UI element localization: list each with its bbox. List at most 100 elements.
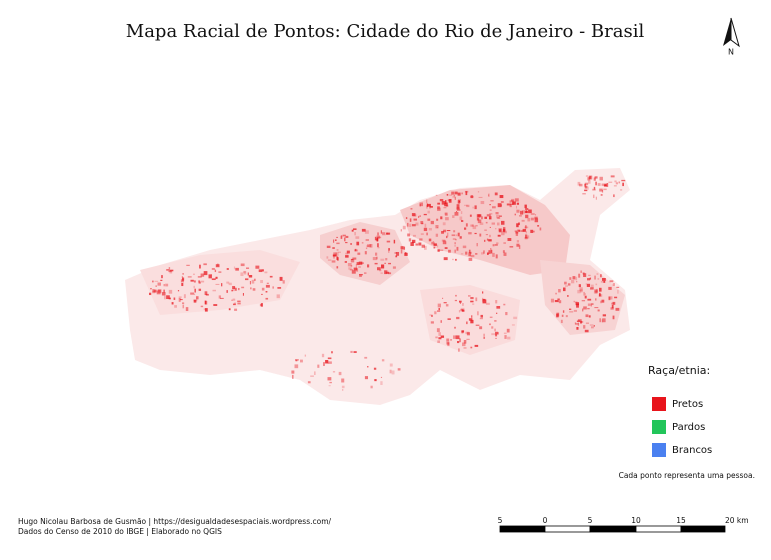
map-dot xyxy=(350,259,355,263)
map-dot xyxy=(516,240,520,243)
map-dot xyxy=(506,328,510,333)
legend: Raça/etnia: Pretos Pardos Brancos xyxy=(648,364,712,457)
map-dot xyxy=(386,232,390,235)
map-dot xyxy=(575,323,579,325)
map-dot xyxy=(439,199,444,202)
map-dot xyxy=(332,247,335,249)
map-dot xyxy=(447,318,451,320)
map-dot xyxy=(524,210,529,214)
map-dot xyxy=(243,271,247,275)
map-dot xyxy=(446,341,450,345)
map-dot xyxy=(599,176,603,181)
map-dot xyxy=(588,175,592,179)
map-dot xyxy=(455,258,457,261)
map-dot xyxy=(178,297,181,302)
map-dot xyxy=(155,285,158,287)
map-dot xyxy=(478,196,483,199)
map-dot xyxy=(237,300,241,302)
map-dot xyxy=(266,282,269,284)
map-dot xyxy=(208,274,212,279)
map-dot xyxy=(503,332,507,335)
map-dot xyxy=(597,309,600,312)
map-dot xyxy=(514,230,518,232)
map-dot xyxy=(444,202,448,207)
map-dot xyxy=(489,215,492,220)
map-dot xyxy=(337,257,339,261)
map-dot xyxy=(584,293,586,296)
map-dot xyxy=(437,303,442,308)
map-dot xyxy=(618,181,621,184)
map-dot xyxy=(429,205,431,210)
map-dot xyxy=(613,185,617,187)
map-dot xyxy=(365,247,368,250)
map-dot xyxy=(427,210,430,214)
map-dot xyxy=(247,272,249,276)
map-dot xyxy=(342,389,344,391)
map-dot xyxy=(466,332,470,336)
map-dot xyxy=(456,316,460,320)
map-dot xyxy=(351,229,354,232)
map-dot xyxy=(477,219,482,224)
map-dot xyxy=(537,225,540,227)
map-dot xyxy=(480,201,485,205)
map-dot xyxy=(470,297,474,300)
map-dot xyxy=(180,279,184,283)
map-dot xyxy=(433,243,437,246)
map-dot xyxy=(259,303,262,307)
map-dot xyxy=(530,229,534,233)
map-dot xyxy=(409,218,412,222)
map-dot xyxy=(388,262,392,265)
legend-label: Brancos xyxy=(672,445,712,456)
map-dot xyxy=(344,261,347,263)
map-dot xyxy=(580,321,582,324)
map-dot xyxy=(596,273,599,275)
map-dot xyxy=(611,302,615,305)
map-dot xyxy=(512,201,516,205)
map-dot xyxy=(437,207,441,211)
map-dot xyxy=(583,273,587,277)
map-dot xyxy=(443,257,448,261)
map-dot xyxy=(181,283,184,287)
map-dot xyxy=(420,221,424,224)
map-dot xyxy=(609,280,614,283)
map-dot xyxy=(326,245,331,249)
map-dot xyxy=(492,244,495,247)
map-dot xyxy=(380,230,382,234)
map-dot xyxy=(494,192,498,196)
map-dot xyxy=(329,381,332,384)
map-dot xyxy=(443,229,447,233)
scale-bar: 5 0 5 10 15 20 km xyxy=(498,516,749,533)
map-dot xyxy=(379,269,382,272)
map-dot xyxy=(437,249,440,252)
map-dot xyxy=(502,228,506,233)
map-dot xyxy=(420,233,424,235)
map-dot xyxy=(562,310,565,313)
map-dot xyxy=(576,327,579,330)
map-dot xyxy=(479,326,483,330)
map-dot xyxy=(428,228,432,231)
map-dot xyxy=(354,232,356,236)
map-dot xyxy=(591,303,594,305)
map-dot xyxy=(374,379,377,382)
map-dot xyxy=(441,231,444,234)
map-dot xyxy=(348,267,352,270)
map-note: Cada ponto representa uma pessoa. xyxy=(619,471,755,480)
map-dot xyxy=(489,234,491,238)
map-dot xyxy=(588,315,591,318)
map-dot xyxy=(333,239,335,243)
map-dot xyxy=(518,229,521,232)
map-dot xyxy=(483,337,486,339)
map-dot xyxy=(250,287,252,290)
map-dot xyxy=(489,316,493,318)
map-dot xyxy=(620,189,623,191)
map-dot xyxy=(221,283,223,287)
map-dot xyxy=(409,223,412,227)
scale-segment xyxy=(635,525,682,533)
legend-swatch xyxy=(652,397,666,411)
map-dot xyxy=(522,210,525,214)
map-dot xyxy=(211,268,215,270)
map-dot xyxy=(525,231,527,234)
map-dot xyxy=(466,204,470,208)
map-dot xyxy=(462,342,466,347)
map-dot xyxy=(587,278,591,281)
